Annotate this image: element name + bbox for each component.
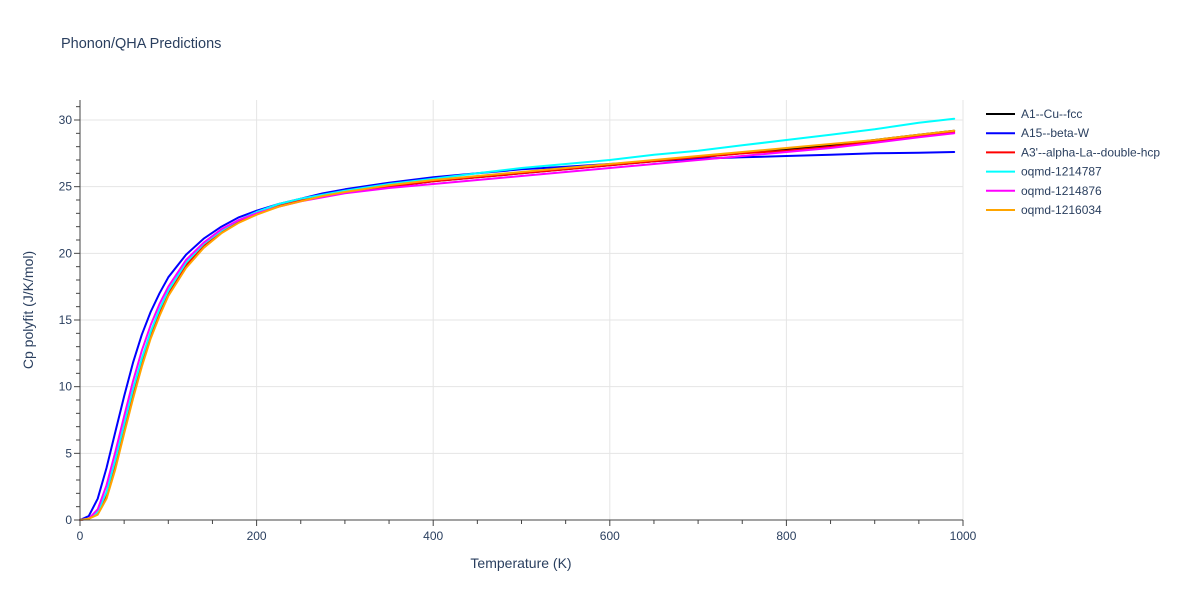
y-axis-title: Cp polyfit (J/K/mol) (20, 251, 36, 369)
legend-label: A1--Cu--fcc (1021, 107, 1082, 121)
legend-label: A3'--alpha-La--double-hcp (1021, 145, 1160, 159)
plot-lines (79, 117, 956, 521)
x-tick-label: 1000 (950, 529, 977, 543)
x-axis-title: Temperature (K) (470, 555, 571, 571)
y-tick-labels: 0 5 10 15 20 25 30 (59, 113, 73, 527)
axes (74, 100, 964, 526)
series-line-2 (79, 151, 956, 521)
series-line-4 (79, 117, 956, 521)
x-tick-label: 0 (77, 529, 84, 543)
legend-label: A15--beta-W (1021, 126, 1090, 140)
y-tick-label: 15 (59, 313, 73, 327)
y-tick-label: 10 (59, 380, 73, 394)
legend-label: oqmd-1216034 (1021, 203, 1102, 217)
legend-label: oqmd-1214876 (1021, 184, 1102, 198)
legend-item[interactable]: A3'--alpha-La--double-hcp (986, 145, 1160, 159)
x-tick-label: 600 (600, 529, 620, 543)
legend-item[interactable]: oqmd-1214876 (986, 184, 1102, 198)
series-line-1 (79, 129, 956, 521)
y-tick-label: 0 (65, 513, 72, 527)
y-tick-label: 20 (59, 246, 73, 260)
y-tick-label: 25 (59, 180, 73, 194)
series-line-5 (79, 132, 956, 521)
legend-item[interactable]: oqmd-1216034 (986, 203, 1102, 217)
y-tick-label: 30 (59, 113, 73, 127)
series-line-3 (79, 131, 956, 521)
x-tick-label: 400 (423, 529, 443, 543)
legend-label: oqmd-1214787 (1021, 165, 1102, 179)
x-tick-label: 800 (776, 529, 796, 543)
chart-title: Phonon/QHA Predictions (61, 36, 222, 52)
series-line-6 (79, 129, 956, 521)
grid-lines (80, 100, 964, 520)
legend: A1--Cu--fcc A15--beta-W A3'--alpha-La--dou… (986, 107, 1160, 217)
x-tick-label: 200 (247, 529, 267, 543)
y-tick-label: 5 (65, 446, 72, 460)
legend-item[interactable]: A15--beta-W (986, 126, 1090, 140)
legend-item[interactable]: oqmd-1214787 (986, 165, 1102, 179)
x-tick-labels: 0 200 400 600 800 1000 (77, 529, 977, 543)
legend-item[interactable]: A1--Cu--fcc (986, 107, 1082, 121)
